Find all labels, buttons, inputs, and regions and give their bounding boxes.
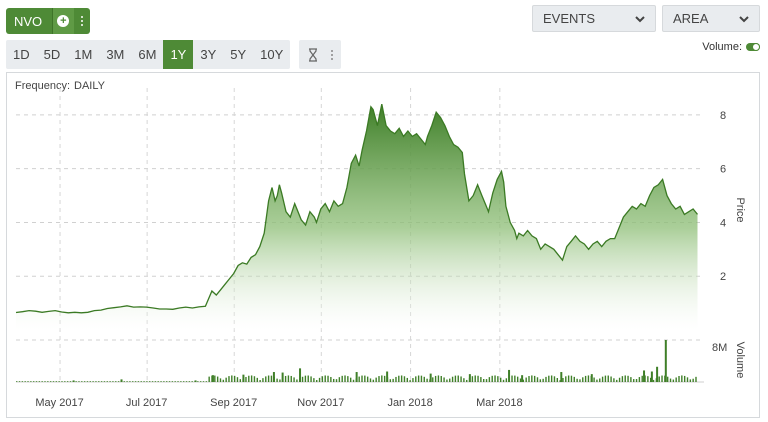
range-button-3y[interactable]: 3Y	[200, 47, 217, 62]
ticker-button[interactable]: NVO +	[6, 8, 90, 34]
hourglass-icon[interactable]	[307, 47, 319, 62]
tools-more-icon[interactable]	[331, 49, 333, 60]
volume-toggle[interactable]: Volume:	[702, 41, 760, 53]
range-button-1y[interactable]: 1Y	[163, 40, 194, 69]
range-button-10y[interactable]: 10Y	[260, 47, 284, 62]
volume-toggle-label: Volume:	[702, 41, 742, 53]
range-button-3m[interactable]: 3M	[106, 47, 125, 62]
frequency-indicator: Frequency: DAILY	[15, 80, 109, 92]
frequency-label: Frequency:	[15, 80, 71, 92]
chart-type-dropdown[interactable]: AREA	[662, 5, 760, 32]
plus-icon: +	[57, 15, 70, 27]
chevron-down-icon	[739, 16, 749, 23]
ticker-label: NVO	[14, 13, 43, 29]
chart-type-dropdown-label: AREA	[673, 11, 709, 26]
chevron-down-icon	[635, 16, 645, 23]
more-options-icon[interactable]	[74, 8, 90, 34]
range-button-6m[interactable]: 6M	[138, 47, 157, 62]
range-button-1d[interactable]: 1D	[13, 47, 30, 62]
range-selector: 1D 5D 1M 3M 6M 1Y 3Y 5Y 10Y	[6, 40, 291, 69]
chart-panel	[6, 72, 760, 418]
range-button-1m[interactable]: 1M	[74, 47, 93, 62]
events-dropdown-label: EVENTS	[543, 11, 596, 26]
events-dropdown[interactable]: EVENTS	[532, 5, 656, 32]
add-comparison-button[interactable]: +	[51, 8, 75, 34]
chart-tools	[299, 40, 341, 69]
volume-switch[interactable]	[746, 43, 760, 51]
frequency-value: DAILY	[74, 80, 106, 92]
range-button-5d[interactable]: 5D	[43, 47, 61, 62]
range-button-5y[interactable]: 5Y	[230, 47, 247, 62]
